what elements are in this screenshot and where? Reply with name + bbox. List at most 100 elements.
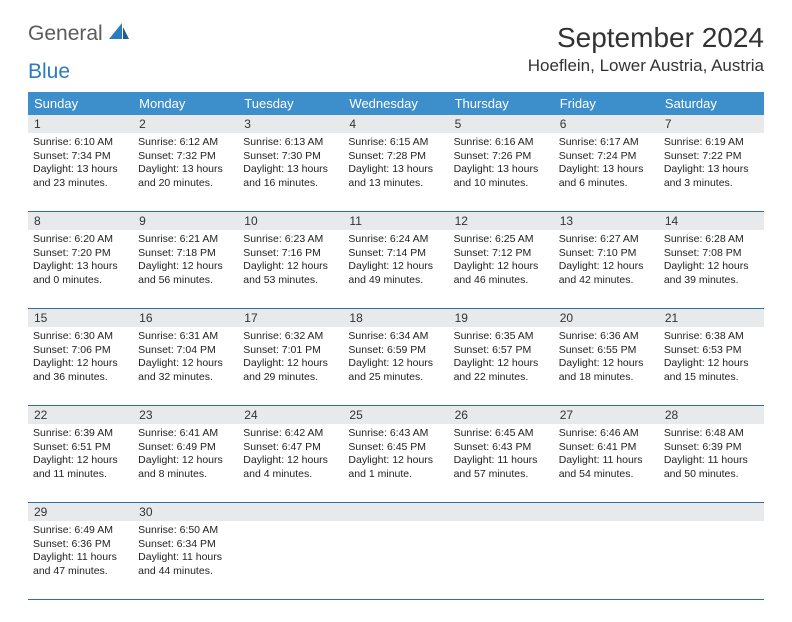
daylight-text: Daylight: 12 hours bbox=[138, 357, 233, 371]
daylight-text: Daylight: 12 hours bbox=[454, 260, 549, 274]
sunrise-text: Sunrise: 6:30 AM bbox=[33, 330, 128, 344]
logo-word2: Blue bbox=[28, 60, 70, 84]
day-cell: Sunrise: 6:35 AMSunset: 6:57 PMDaylight:… bbox=[449, 327, 554, 405]
day-number: 16 bbox=[133, 309, 238, 327]
day-number: 8 bbox=[28, 212, 133, 230]
day-cell: Sunrise: 6:16 AMSunset: 7:26 PMDaylight:… bbox=[449, 133, 554, 211]
daylight-text: and 10 minutes. bbox=[454, 177, 549, 191]
sunset-text: Sunset: 6:59 PM bbox=[348, 344, 443, 358]
day-number: 19 bbox=[449, 309, 554, 327]
day-number: 17 bbox=[238, 309, 343, 327]
month-title: September 2024 bbox=[528, 22, 764, 54]
daylight-text: Daylight: 11 hours bbox=[559, 454, 654, 468]
sunset-text: Sunset: 7:26 PM bbox=[454, 150, 549, 164]
calendar: SundayMondayTuesdayWednesdayThursdayFrid… bbox=[28, 92, 764, 600]
sunset-text: Sunset: 6:45 PM bbox=[348, 441, 443, 455]
sunset-text: Sunset: 6:34 PM bbox=[138, 538, 233, 552]
sunrise-text: Sunrise: 6:31 AM bbox=[138, 330, 233, 344]
daylight-text: Daylight: 12 hours bbox=[33, 357, 128, 371]
sunrise-text: Sunrise: 6:32 AM bbox=[243, 330, 338, 344]
sunrise-text: Sunrise: 6:38 AM bbox=[664, 330, 759, 344]
day-number: 1 bbox=[28, 115, 133, 133]
sunset-text: Sunset: 6:53 PM bbox=[664, 344, 759, 358]
day-number: 12 bbox=[449, 212, 554, 230]
daylight-text: Daylight: 12 hours bbox=[664, 357, 759, 371]
daylight-text: Daylight: 12 hours bbox=[664, 260, 759, 274]
sunrise-text: Sunrise: 6:50 AM bbox=[138, 524, 233, 538]
logo-sail-icon bbox=[109, 23, 129, 46]
daylight-text: Daylight: 12 hours bbox=[559, 357, 654, 371]
day-number bbox=[238, 503, 343, 521]
sunset-text: Sunset: 7:01 PM bbox=[243, 344, 338, 358]
daylight-text: and 42 minutes. bbox=[559, 274, 654, 288]
sunset-text: Sunset: 7:30 PM bbox=[243, 150, 338, 164]
sunrise-text: Sunrise: 6:15 AM bbox=[348, 136, 443, 150]
sunset-text: Sunset: 7:20 PM bbox=[33, 247, 128, 261]
daylight-text: Daylight: 12 hours bbox=[138, 260, 233, 274]
sunrise-text: Sunrise: 6:43 AM bbox=[348, 427, 443, 441]
day-number bbox=[554, 503, 659, 521]
sunrise-text: Sunrise: 6:41 AM bbox=[138, 427, 233, 441]
sunrise-text: Sunrise: 6:45 AM bbox=[454, 427, 549, 441]
day-cell: Sunrise: 6:41 AMSunset: 6:49 PMDaylight:… bbox=[133, 424, 238, 502]
week-row: Sunrise: 6:20 AMSunset: 7:20 PMDaylight:… bbox=[28, 230, 764, 309]
sunset-text: Sunset: 7:18 PM bbox=[138, 247, 233, 261]
sunset-text: Sunset: 6:49 PM bbox=[138, 441, 233, 455]
sunrise-text: Sunrise: 6:34 AM bbox=[348, 330, 443, 344]
sunrise-text: Sunrise: 6:23 AM bbox=[243, 233, 338, 247]
sunset-text: Sunset: 6:36 PM bbox=[33, 538, 128, 552]
day-cell bbox=[659, 521, 764, 599]
daylight-text: Daylight: 12 hours bbox=[243, 357, 338, 371]
daylight-text: and 22 minutes. bbox=[454, 371, 549, 385]
daylight-text: Daylight: 12 hours bbox=[559, 260, 654, 274]
weekday-header-row: SundayMondayTuesdayWednesdayThursdayFrid… bbox=[28, 92, 764, 115]
sunrise-text: Sunrise: 6:46 AM bbox=[559, 427, 654, 441]
daylight-text: Daylight: 13 hours bbox=[33, 163, 128, 177]
day-cell: Sunrise: 6:36 AMSunset: 6:55 PMDaylight:… bbox=[554, 327, 659, 405]
week-row: Sunrise: 6:39 AMSunset: 6:51 PMDaylight:… bbox=[28, 424, 764, 503]
daylight-text: and 50 minutes. bbox=[664, 468, 759, 482]
day-cell: Sunrise: 6:43 AMSunset: 6:45 PMDaylight:… bbox=[343, 424, 448, 502]
daylight-text: Daylight: 13 hours bbox=[454, 163, 549, 177]
daylight-text: and 4 minutes. bbox=[243, 468, 338, 482]
daylight-text: and 15 minutes. bbox=[664, 371, 759, 385]
daylight-text: and 8 minutes. bbox=[138, 468, 233, 482]
daylight-text: and 36 minutes. bbox=[33, 371, 128, 385]
day-number: 3 bbox=[238, 115, 343, 133]
daylight-text: Daylight: 11 hours bbox=[664, 454, 759, 468]
daylight-text: and 11 minutes. bbox=[33, 468, 128, 482]
calendar-body: 1234567Sunrise: 6:10 AMSunset: 7:34 PMDa… bbox=[28, 115, 764, 600]
day-cell: Sunrise: 6:24 AMSunset: 7:14 PMDaylight:… bbox=[343, 230, 448, 308]
sunset-text: Sunset: 6:57 PM bbox=[454, 344, 549, 358]
sunset-text: Sunset: 7:14 PM bbox=[348, 247, 443, 261]
daylight-text: Daylight: 13 hours bbox=[138, 163, 233, 177]
day-number: 11 bbox=[343, 212, 448, 230]
day-number: 10 bbox=[238, 212, 343, 230]
sunset-text: Sunset: 7:08 PM bbox=[664, 247, 759, 261]
sunset-text: Sunset: 7:22 PM bbox=[664, 150, 759, 164]
day-cell bbox=[238, 521, 343, 599]
day-cell bbox=[554, 521, 659, 599]
daylight-text: Daylight: 12 hours bbox=[243, 454, 338, 468]
day-cell: Sunrise: 6:45 AMSunset: 6:43 PMDaylight:… bbox=[449, 424, 554, 502]
day-cell: Sunrise: 6:46 AMSunset: 6:41 PMDaylight:… bbox=[554, 424, 659, 502]
weekday-header: Wednesday bbox=[343, 92, 448, 115]
daylight-text: Daylight: 13 hours bbox=[559, 163, 654, 177]
day-number: 26 bbox=[449, 406, 554, 424]
daylight-text: and 54 minutes. bbox=[559, 468, 654, 482]
day-cell: Sunrise: 6:13 AMSunset: 7:30 PMDaylight:… bbox=[238, 133, 343, 211]
daylight-text: and 16 minutes. bbox=[243, 177, 338, 191]
day-number bbox=[449, 503, 554, 521]
sunrise-text: Sunrise: 6:42 AM bbox=[243, 427, 338, 441]
logo-word1: General bbox=[28, 22, 103, 46]
week-row: Sunrise: 6:49 AMSunset: 6:36 PMDaylight:… bbox=[28, 521, 764, 600]
weekday-header: Thursday bbox=[449, 92, 554, 115]
sunset-text: Sunset: 7:16 PM bbox=[243, 247, 338, 261]
day-number: 23 bbox=[133, 406, 238, 424]
sunrise-text: Sunrise: 6:39 AM bbox=[33, 427, 128, 441]
day-number: 2 bbox=[133, 115, 238, 133]
daylight-text: Daylight: 13 hours bbox=[243, 163, 338, 177]
day-number: 7 bbox=[659, 115, 764, 133]
daylight-text: Daylight: 12 hours bbox=[33, 454, 128, 468]
daylight-text: and 3 minutes. bbox=[664, 177, 759, 191]
